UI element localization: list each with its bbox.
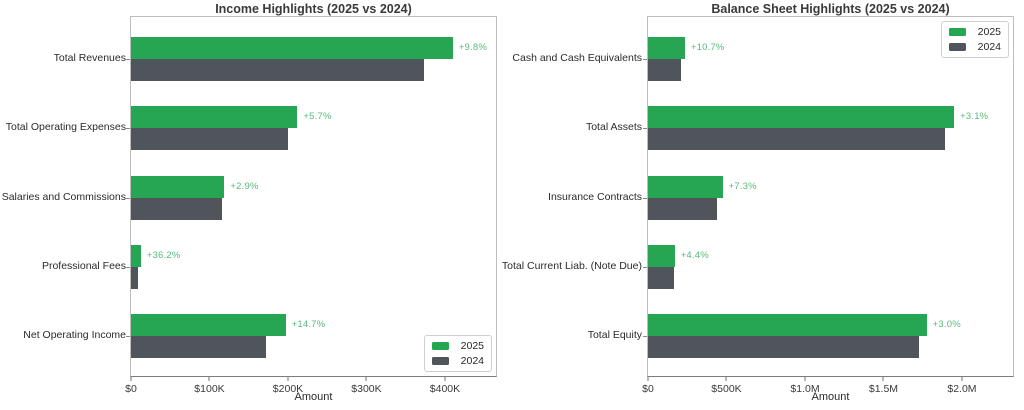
x-tick-label: $100K bbox=[194, 383, 225, 395]
legend-label-2025: 2025 bbox=[977, 26, 1001, 38]
pct-change-label: +10.7% bbox=[690, 41, 725, 53]
legend-swatch-2025 bbox=[432, 342, 449, 350]
bar-2024-1 bbox=[648, 128, 945, 151]
x-tick-mark bbox=[444, 377, 446, 381]
pct-change-label: +14.7% bbox=[291, 319, 326, 331]
pct-change-label: +7.3% bbox=[728, 180, 757, 192]
pct-change-label: +5.7% bbox=[303, 111, 332, 123]
y-tick-mark bbox=[126, 128, 130, 130]
category-label: Total Operating Expenses bbox=[5, 121, 126, 134]
income-x-axis-label: Amount bbox=[294, 391, 333, 403]
balance-sheet-highlights-chart: Balance Sheet Highlights (2025 vs 2024) … bbox=[502, 0, 1024, 410]
legend-swatch-2024 bbox=[949, 43, 966, 51]
x-tick-label: $1.0M bbox=[790, 383, 820, 395]
y-tick-mark bbox=[643, 58, 647, 60]
x-tick-mark bbox=[647, 377, 649, 381]
legend-entry-2024: 2024 bbox=[432, 355, 484, 367]
y-tick-mark bbox=[643, 266, 647, 268]
pct-change-label: +4.4% bbox=[680, 249, 709, 261]
balance-x-axis-label: Amount bbox=[811, 391, 850, 403]
x-tick-mark bbox=[130, 377, 132, 381]
x-tick-mark bbox=[208, 377, 210, 381]
x-tick-label: $200K bbox=[272, 383, 304, 395]
y-tick-mark bbox=[643, 197, 647, 199]
y-tick-mark bbox=[126, 58, 130, 60]
pct-change-label: +36.2% bbox=[146, 249, 181, 261]
pct-change-label: +3.0% bbox=[932, 319, 961, 331]
bar-2025-4 bbox=[648, 314, 927, 337]
bar-2024-2 bbox=[131, 197, 222, 220]
x-tick-label: $500K bbox=[711, 383, 742, 395]
category-label: Salaries and Commissions bbox=[1, 190, 126, 203]
category-label: Cash and Cash Equivalents bbox=[512, 51, 642, 64]
pct-change-label: +2.9% bbox=[230, 180, 259, 192]
category-label: Net Operating Income bbox=[23, 329, 126, 342]
bar-2025-2 bbox=[648, 175, 723, 198]
x-tick-mark bbox=[961, 377, 963, 381]
y-tick-mark bbox=[126, 336, 130, 338]
legend: 2025 2024 bbox=[424, 335, 492, 372]
x-tick-label: $0 bbox=[642, 383, 654, 395]
legend-swatch-2024 bbox=[432, 357, 449, 365]
legend-entry-2025: 2025 bbox=[432, 340, 484, 352]
bar-2025-2 bbox=[131, 175, 225, 198]
legend-label-2024: 2024 bbox=[977, 41, 1001, 53]
bar-2025-3 bbox=[131, 244, 141, 267]
income-chart-title: Income Highlights (2025 vs 2024) bbox=[215, 2, 412, 16]
category-label: Total Assets bbox=[585, 121, 642, 134]
x-tick-mark bbox=[287, 377, 289, 381]
legend-label-2024: 2024 bbox=[460, 355, 484, 367]
pct-change-label: +3.1% bbox=[960, 111, 989, 123]
bar-2024-3 bbox=[648, 266, 674, 289]
x-tick-mark bbox=[804, 377, 806, 381]
balance-plot-area: +10.7% +3.1% +7.3% +4.4% +3.0% $0 $500K $1.0M $1… bbox=[642, 16, 1014, 395]
legend-entry-2024: 2024 bbox=[949, 41, 1001, 53]
x-tick-mark bbox=[882, 377, 884, 381]
x-tick-label: $400K bbox=[429, 383, 461, 395]
balance-chart-title: Balance Sheet Highlights (2025 vs 2024) bbox=[711, 2, 950, 16]
bar-2024-4 bbox=[131, 336, 266, 359]
bar-2024-1 bbox=[131, 128, 289, 151]
category-label: Professional Fees bbox=[41, 259, 126, 272]
bar-2025-4 bbox=[131, 314, 286, 337]
category-label: Total Revenues bbox=[53, 51, 126, 64]
bar-2025-3 bbox=[648, 244, 675, 267]
category-label: Total Equity bbox=[587, 329, 642, 342]
legend-swatch-2025 bbox=[949, 28, 966, 36]
y-tick-mark bbox=[126, 197, 130, 199]
x-tick-label: $0 bbox=[125, 383, 137, 395]
category-label: Insurance Contracts bbox=[548, 190, 642, 203]
bar-2024-0 bbox=[648, 58, 682, 81]
income-plot-area: +9.8% +5.7% +2.9% +36.2% +14.7% $0 $100K $200K $… bbox=[125, 16, 497, 395]
bar-2024-2 bbox=[648, 197, 718, 220]
y-tick-mark bbox=[126, 266, 130, 268]
x-tick-mark bbox=[725, 377, 727, 381]
bar-2025-1 bbox=[131, 106, 298, 129]
bar-2024-3 bbox=[131, 266, 139, 289]
legend-label-2025: 2025 bbox=[460, 340, 484, 352]
bar-2024-0 bbox=[131, 58, 424, 81]
category-label: Total Current Liab. (Note Due) bbox=[501, 259, 642, 272]
x-tick-mark bbox=[365, 377, 367, 381]
x-tick-label: $300K bbox=[351, 383, 382, 395]
bar-2025-0 bbox=[131, 36, 453, 59]
x-tick-label: $2.0M bbox=[947, 383, 977, 395]
pct-change-label: +9.8% bbox=[458, 41, 488, 53]
bar-2024-4 bbox=[648, 336, 919, 359]
y-tick-mark bbox=[643, 128, 647, 130]
legend-entry-2025: 2025 bbox=[949, 26, 1001, 38]
legend: 2025 2024 bbox=[941, 21, 1009, 58]
y-tick-mark bbox=[643, 336, 647, 338]
x-tick-label: $1.5M bbox=[868, 383, 899, 395]
income-highlights-chart: Income Highlights (2025 vs 2024) +9.8% +5… bbox=[1, 2, 497, 403]
bar-2025-0 bbox=[648, 36, 685, 59]
bar-2025-1 bbox=[648, 106, 955, 129]
